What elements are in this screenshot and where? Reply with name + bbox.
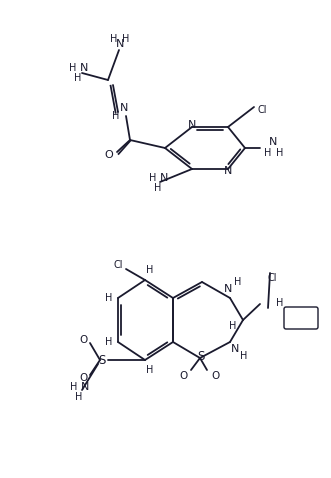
Text: H: H xyxy=(154,183,162,193)
Text: H: H xyxy=(276,298,284,308)
Text: H: H xyxy=(146,265,154,275)
Text: S: S xyxy=(197,350,205,363)
Text: O: O xyxy=(79,335,87,345)
Text: H: H xyxy=(112,111,120,121)
Text: H: H xyxy=(122,34,130,44)
Text: H: H xyxy=(105,293,113,303)
Text: H: H xyxy=(229,321,237,331)
Text: N: N xyxy=(188,120,196,130)
Text: H: H xyxy=(276,148,284,158)
Text: H: H xyxy=(75,392,83,402)
Text: H: H xyxy=(69,63,77,73)
FancyBboxPatch shape xyxy=(284,307,318,329)
Text: O: O xyxy=(211,371,219,381)
Text: N: N xyxy=(231,344,239,354)
Text: N: N xyxy=(224,166,232,176)
Text: N: N xyxy=(160,173,168,183)
Text: N: N xyxy=(81,382,89,392)
Text: S: S xyxy=(98,354,106,367)
Text: O: O xyxy=(180,371,188,381)
Text: H: H xyxy=(70,382,78,392)
Text: N: N xyxy=(269,137,277,147)
Text: Cl: Cl xyxy=(267,273,277,283)
Text: H: H xyxy=(110,34,118,44)
Text: H: H xyxy=(149,173,157,183)
Text: H: H xyxy=(234,277,242,287)
Text: N: N xyxy=(224,284,232,294)
Text: N: N xyxy=(80,63,88,73)
Text: Cl: Cl xyxy=(257,105,267,115)
Text: N: N xyxy=(116,39,124,49)
Text: N: N xyxy=(120,103,128,113)
Text: O: O xyxy=(79,373,87,383)
Text: H: H xyxy=(105,337,113,347)
Text: Cl: Cl xyxy=(113,260,123,270)
Text: H: H xyxy=(74,73,82,83)
Text: H: H xyxy=(146,365,154,375)
Text: O: O xyxy=(105,150,114,160)
Text: H: H xyxy=(264,148,272,158)
Text: As: As xyxy=(294,313,306,323)
Text: H: H xyxy=(240,351,248,361)
